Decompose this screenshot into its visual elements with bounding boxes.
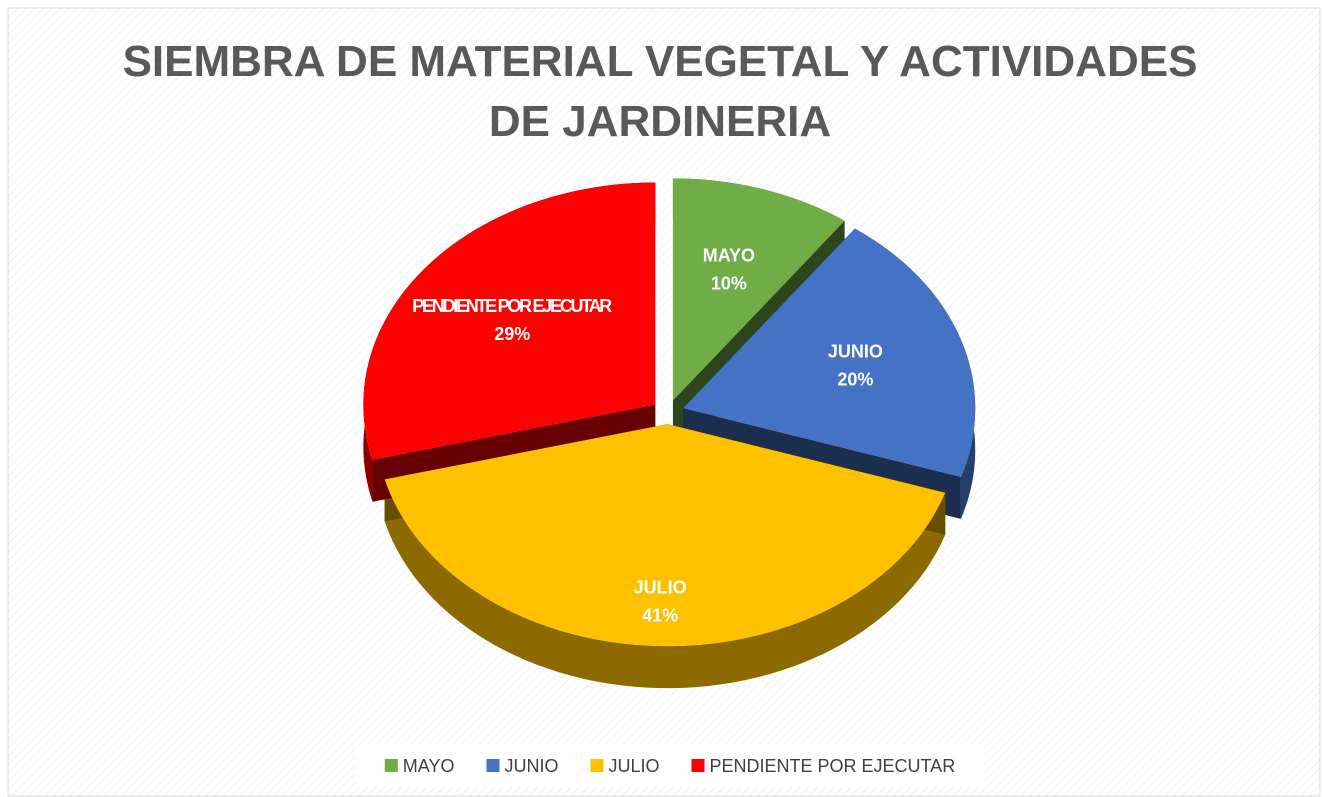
data-labels: MAYO 10% JUNIO 20% JULIO 41% PENDIENTE POR EJE… [412,245,883,625]
legend: MAYO JUNIO JULIO PENDIENTE POR EJECUTAR [384,756,955,776]
legend-swatch [691,759,705,772]
slice-side [384,479,946,689]
data-label-value: 29% [494,324,530,344]
legend-item: JUNIO [486,756,558,776]
data-label-category: PENDIENTE POR EJECUTAR [412,296,612,316]
legend-label: JUNIO [504,756,558,776]
legend-item: MAYO [384,756,455,776]
legend-item: PENDIENTE POR EJECUTAR [691,756,955,776]
data-label-category: JULIO [634,577,687,597]
legend-label: JULIO [608,756,659,776]
data-label-value: 10% [711,273,747,293]
legend-box [355,745,985,787]
slice [384,424,946,647]
legend-swatch [486,759,500,772]
data-label-value: 20% [837,369,873,389]
chart-title: SIEMBRA DE MATERIAL VEGETAL Y ACTIVIDADE… [122,37,1198,146]
slice [683,228,976,477]
legend-item: JULIO [590,756,659,776]
data-label-category: MAYO [703,245,755,265]
legend-swatch [590,759,604,772]
legend-label: PENDIENTE POR EJECUTAR [709,756,955,776]
legend-label: MAYO [403,756,455,776]
data-label-category: JUNIO [828,341,883,361]
slice [672,178,845,401]
pie-tops [363,178,976,647]
slice [363,182,656,460]
legend-swatch [384,759,398,772]
data-label-value: 41% [642,605,678,625]
